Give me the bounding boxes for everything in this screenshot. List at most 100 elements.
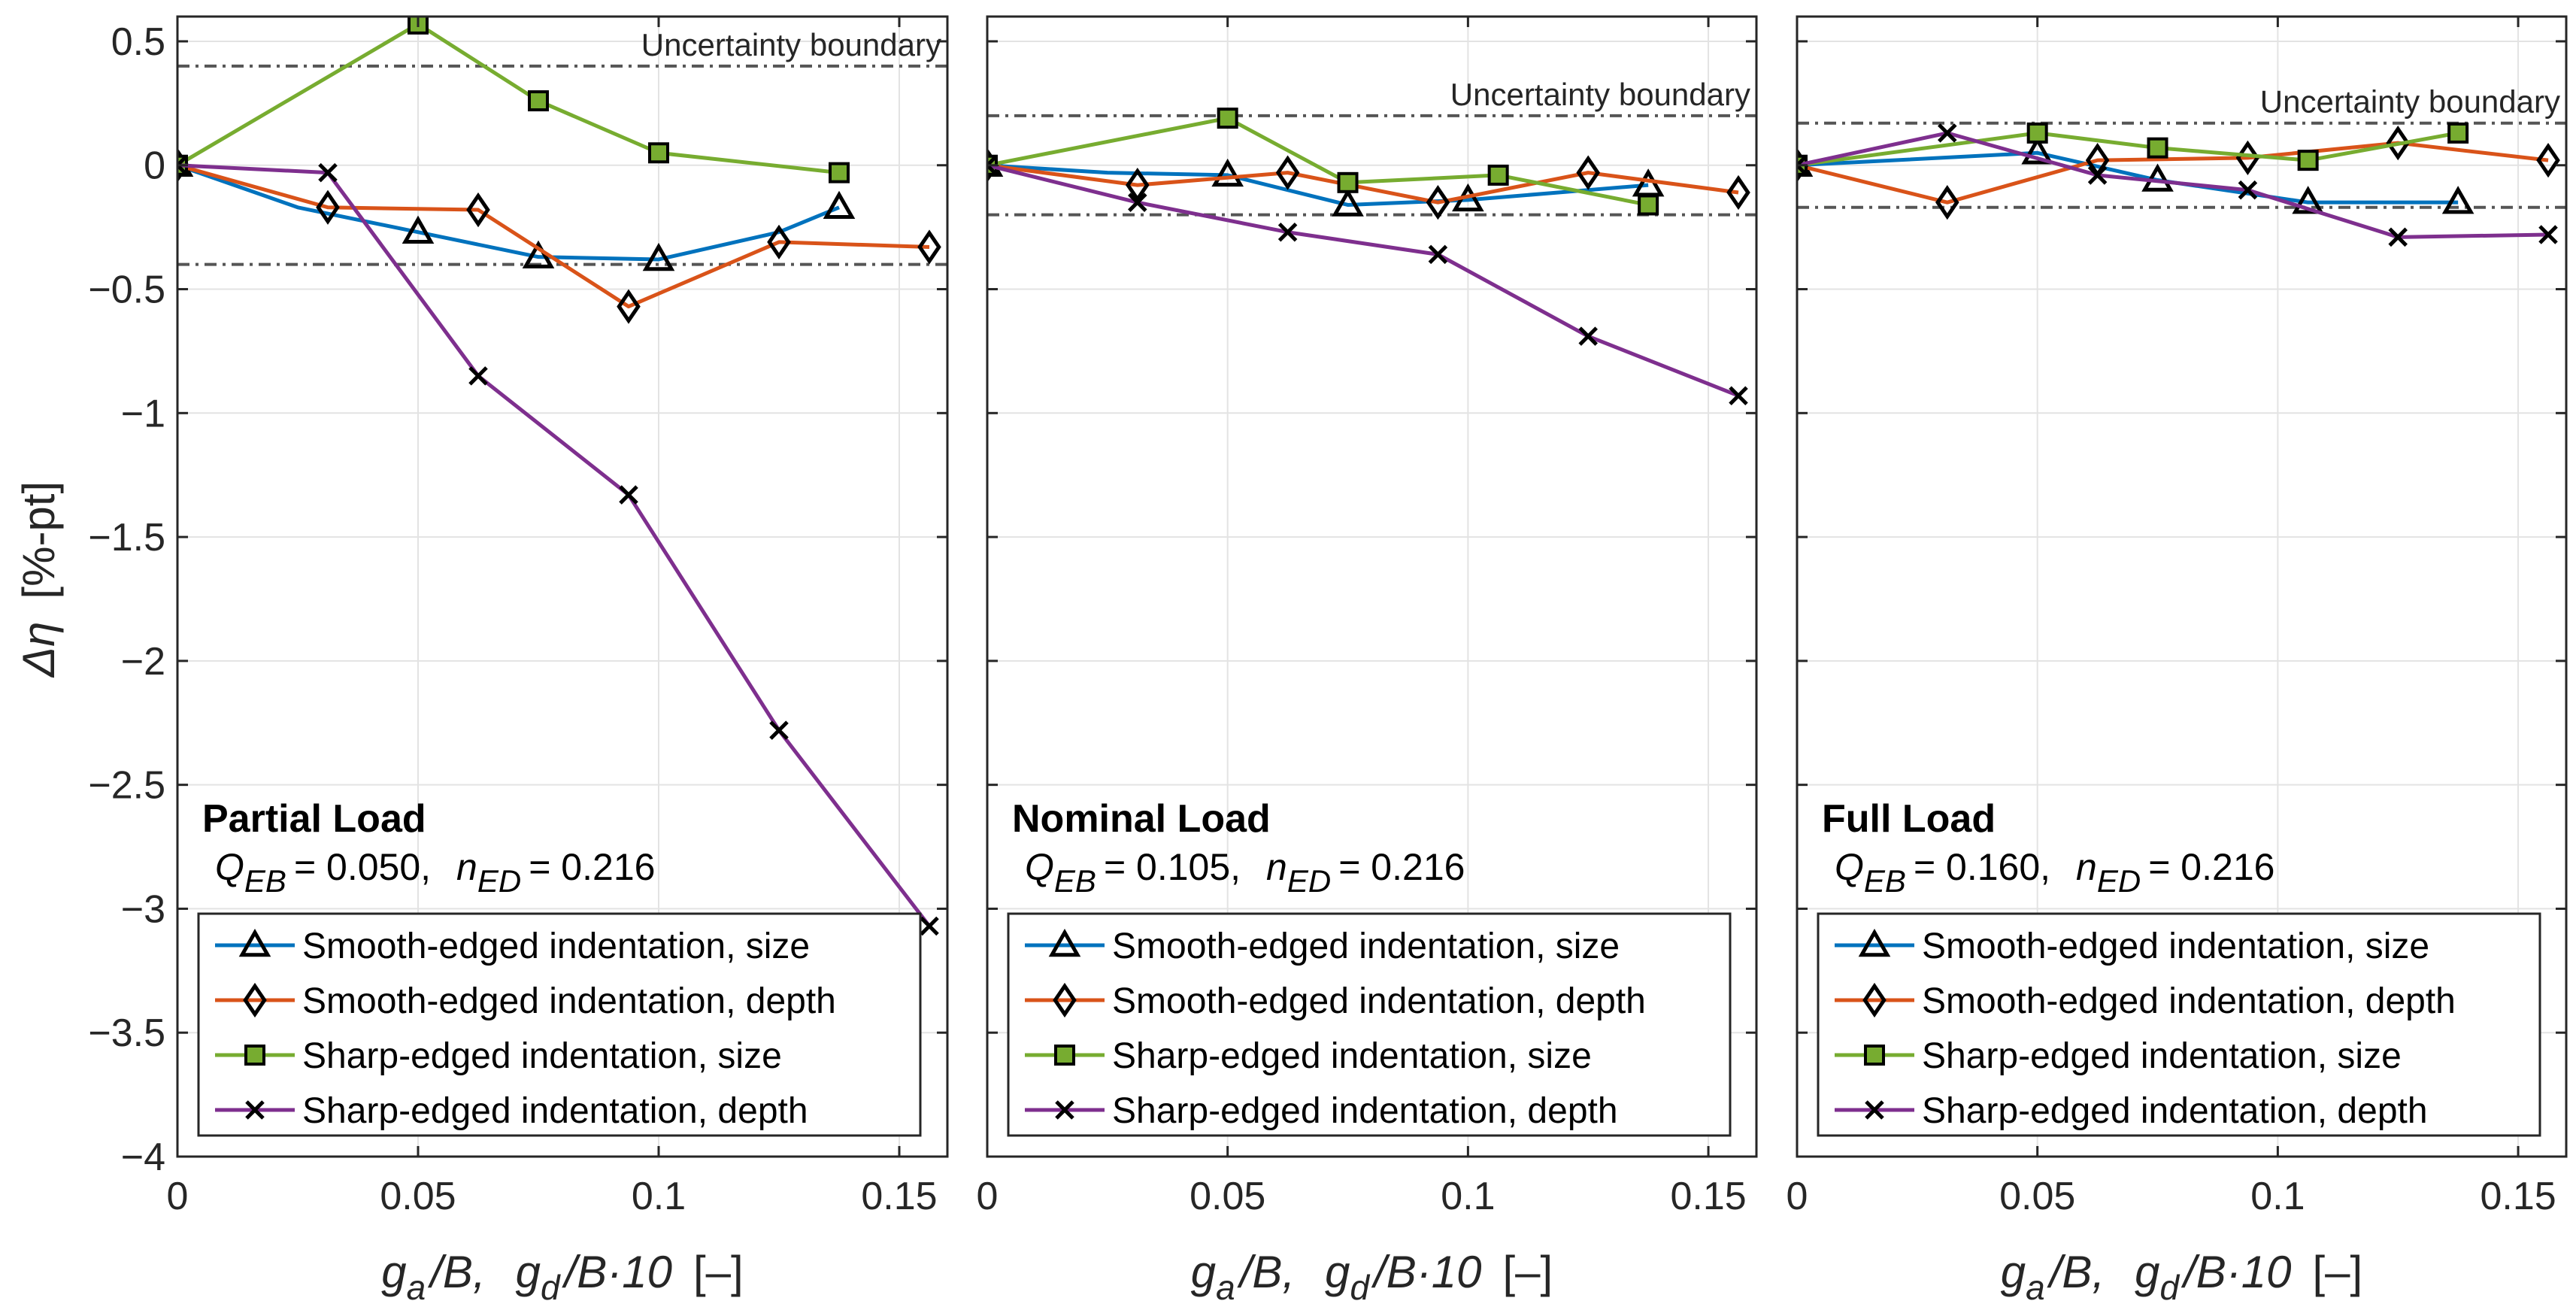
uncertainty-boundary-label: Uncertainty boundary bbox=[641, 27, 941, 62]
legend-label: Sharp-edged indentation, size bbox=[1922, 1036, 2402, 1076]
x-stroke bbox=[2388, 227, 2408, 247]
y-tick-label: −3 bbox=[121, 887, 165, 931]
y-tick-label: −4 bbox=[121, 1136, 165, 1179]
condition-part: = 0.160, bbox=[1914, 846, 2050, 888]
legend-marker-triangle bbox=[1048, 928, 1081, 957]
legend-label: Smooth-edged indentation, depth bbox=[1922, 981, 2456, 1021]
y-tick-label: −2.5 bbox=[88, 764, 165, 808]
data-point-smooth-size bbox=[522, 240, 555, 268]
legend-item-smooth-depth: Smooth-edged indentation, depth bbox=[1835, 981, 2456, 1021]
legend-marker-diamond bbox=[1053, 982, 1077, 1018]
x-axis-label: ga/B, gd/B·10 [–] bbox=[1191, 1247, 1553, 1307]
data-point-sharp-size bbox=[1638, 194, 1659, 216]
condition-part: n bbox=[2076, 846, 2097, 888]
condition-part: EB bbox=[1864, 863, 1906, 899]
series-line-smooth-depth bbox=[987, 163, 1739, 205]
x-stroke bbox=[619, 485, 638, 505]
x-axis-label-part: g bbox=[2135, 1247, 2159, 1297]
legend-label: Smooth-edged indentation, size bbox=[1922, 926, 2429, 966]
condition-part: n bbox=[1266, 846, 1287, 888]
x-tick-label: 0.05 bbox=[1999, 1175, 2075, 1218]
x-stroke bbox=[1797, 162, 1807, 175]
legend-marker-square bbox=[244, 1045, 265, 1066]
y-tick-label: −1 bbox=[121, 392, 165, 435]
x-tick-label: 0 bbox=[1787, 1175, 1808, 1218]
x-axis-label-part: [–] bbox=[693, 1247, 744, 1297]
data-point-sharp-depth bbox=[920, 916, 939, 936]
legend: Smooth-edged indentation, size Smooth-edg… bbox=[1817, 912, 2541, 1137]
x-stroke bbox=[1578, 326, 1598, 346]
data-point-sharp-depth bbox=[2538, 225, 2558, 244]
legend-item-sharp-size: Sharp-edged indentation, size bbox=[1025, 1036, 1592, 1076]
load-title: Partial Load bbox=[202, 797, 426, 841]
x-axis-label-part: g bbox=[516, 1247, 541, 1297]
condition-part: Q bbox=[1025, 846, 1054, 888]
condition-part: ED bbox=[2097, 863, 2141, 899]
condition-part: ED bbox=[1287, 863, 1331, 899]
legend-item-smooth-depth: Smooth-edged indentation, depth bbox=[1025, 981, 1646, 1021]
data-point-smooth-depth bbox=[1726, 174, 1750, 211]
data-point-smooth-size bbox=[2021, 136, 2053, 165]
data-point-smooth-size bbox=[402, 215, 435, 244]
x-stroke bbox=[245, 1100, 265, 1120]
data-point-sharp-size bbox=[2026, 122, 2048, 144]
legend-marker-x bbox=[1055, 1100, 1074, 1120]
load-title: Full Load bbox=[1822, 797, 1996, 841]
uncertainty-boundary-label: Uncertainty boundary bbox=[2260, 84, 2560, 120]
condition-part: n bbox=[456, 846, 477, 888]
legend-box bbox=[1817, 912, 2541, 1137]
legend-marker-square bbox=[1864, 1045, 1885, 1066]
series-line-sharp-depth bbox=[1797, 131, 2549, 239]
axes-box bbox=[1796, 15, 2568, 1158]
legend-label: Sharp-edged indentation, size bbox=[1112, 1036, 1592, 1076]
legend-item-sharp-size: Sharp-edged indentation, size bbox=[1835, 1036, 2402, 1076]
data-point-sharp-size bbox=[2147, 137, 2168, 159]
y-axis-unit: [%-pt] bbox=[14, 481, 64, 599]
data-point-sharp-depth bbox=[2238, 180, 2258, 200]
x-tick-label: 0.15 bbox=[2480, 1175, 2556, 1218]
legend-marker-x bbox=[245, 1100, 265, 1120]
x-axis-label: ga/B, gd/B·10 [–] bbox=[381, 1247, 743, 1307]
legend-label: Sharp-edged indentation, depth bbox=[1112, 1091, 1618, 1131]
legend-label: Sharp-edged indentation, size bbox=[302, 1036, 782, 1076]
x-stroke bbox=[177, 155, 187, 168]
data-point-sharp-depth bbox=[1578, 326, 1598, 346]
x-stroke bbox=[1797, 155, 1807, 168]
y-tick-label: −2 bbox=[121, 640, 165, 684]
legend-item-smooth-size: Smooth-edged indentation, size bbox=[1835, 926, 2429, 966]
data-point-sharp-size bbox=[1337, 171, 1359, 193]
x-tick-label: 0.15 bbox=[1670, 1175, 1746, 1218]
x-axis-label-part: [–] bbox=[2313, 1247, 2363, 1297]
x-stroke bbox=[1277, 222, 1298, 242]
legend-label: Smooth-edged indentation, size bbox=[1112, 926, 1620, 966]
legend-marker-diamond bbox=[1862, 982, 1887, 1018]
legend-box bbox=[197, 912, 922, 1137]
x-tick-label: 0.1 bbox=[2250, 1175, 2305, 1218]
legend-marker-triangle bbox=[238, 928, 271, 957]
condition-part: = 0.105, bbox=[1104, 846, 1241, 888]
legend-item-sharp-depth: Sharp-edged indentation, depth bbox=[1835, 1091, 2428, 1131]
y-tick-label: 0 bbox=[144, 144, 165, 188]
data-point-smooth-depth bbox=[617, 289, 641, 324]
data-point-smooth-depth bbox=[2536, 143, 2560, 178]
x-axis-label-part: /B, bbox=[2047, 1247, 2105, 1297]
series-group bbox=[1797, 122, 2560, 247]
data-point-sharp-depth bbox=[769, 720, 789, 740]
x-tick-label: 0.15 bbox=[861, 1175, 937, 1218]
condition-part: = 0.216 bbox=[1338, 846, 1465, 888]
legend-item-smooth-depth: Smooth-edged indentation, depth bbox=[215, 981, 836, 1021]
data-point-smooth-size bbox=[1332, 188, 1364, 217]
x-axis-label-part: /B, bbox=[1237, 1247, 1295, 1297]
legend-marker-triangle bbox=[1858, 928, 1891, 957]
data-point-smooth-size bbox=[2292, 186, 2324, 214]
x-stroke bbox=[769, 720, 789, 740]
condition-part: EB bbox=[1054, 863, 1096, 899]
x-stroke bbox=[318, 162, 338, 183]
x-axis-label-part: d bbox=[1350, 1268, 1370, 1307]
legend-box bbox=[1007, 912, 1732, 1137]
data-point-sharp-depth bbox=[2388, 227, 2408, 247]
x-stroke bbox=[1729, 386, 1748, 406]
y-tick-label: −1.5 bbox=[88, 516, 165, 559]
